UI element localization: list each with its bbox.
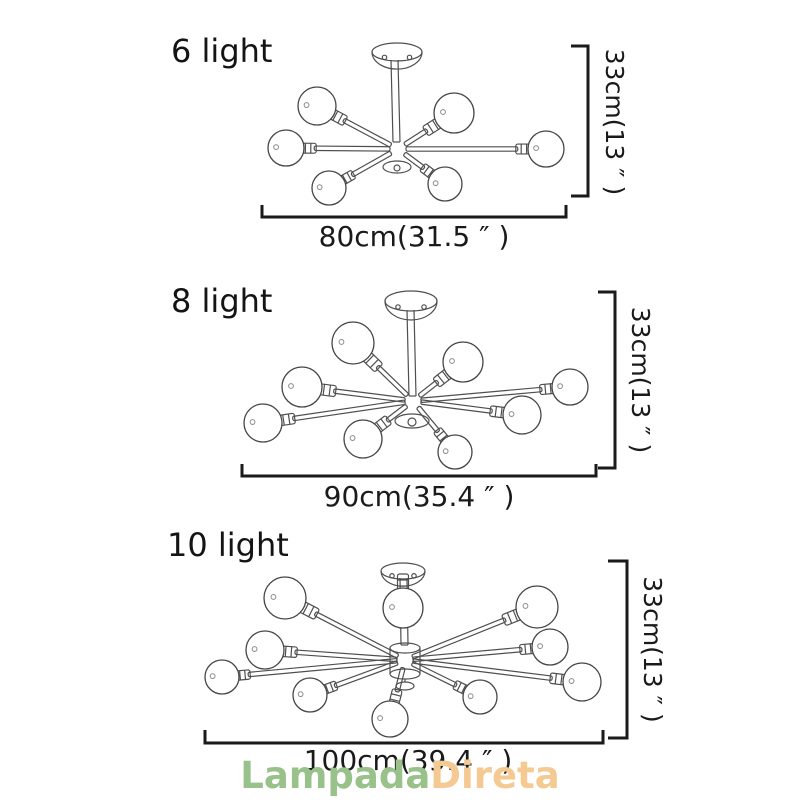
dimension-brackets: [203, 44, 629, 745]
width-bracket-8-light: [240, 464, 598, 478]
height-dimension-6-light: 33cm(13 ″ ): [600, 48, 629, 196]
chandelier-6-light-drawing: [267, 42, 565, 206]
variant-label-10-light: 10 light: [167, 526, 289, 564]
chandelier-8-light-drawing: [243, 290, 589, 470]
height-bracket-6-light: [571, 44, 590, 198]
watermark-direta: Direta: [430, 754, 560, 797]
width-dimension-10-light: 100cm(39.4 ″ ): [303, 744, 513, 777]
variant-label-8-light: 8 light: [171, 282, 273, 320]
height-dimension-10-light: 33cm(13 ″ ): [638, 576, 667, 723]
variant-label-6-light: 6 light: [171, 32, 273, 70]
height-bracket-8-light: [598, 290, 617, 470]
width-bracket-6-light: [260, 205, 568, 219]
width-bracket-10-light: [203, 730, 605, 745]
width-dimension-6-light: 80cm(31.5 ″ ): [318, 220, 510, 253]
height-dimension-8-light: 33cm(13 ″ ): [626, 306, 655, 454]
height-bracket-10-light: [608, 559, 629, 740]
chandelier-10-light-drawing: [204, 562, 602, 738]
width-dimension-8-light: 90cm(35.4 ″ ): [323, 480, 515, 513]
watermark-lampada: Lampada: [240, 754, 431, 797]
store-watermark: LampadaDireta: [0, 754, 800, 797]
